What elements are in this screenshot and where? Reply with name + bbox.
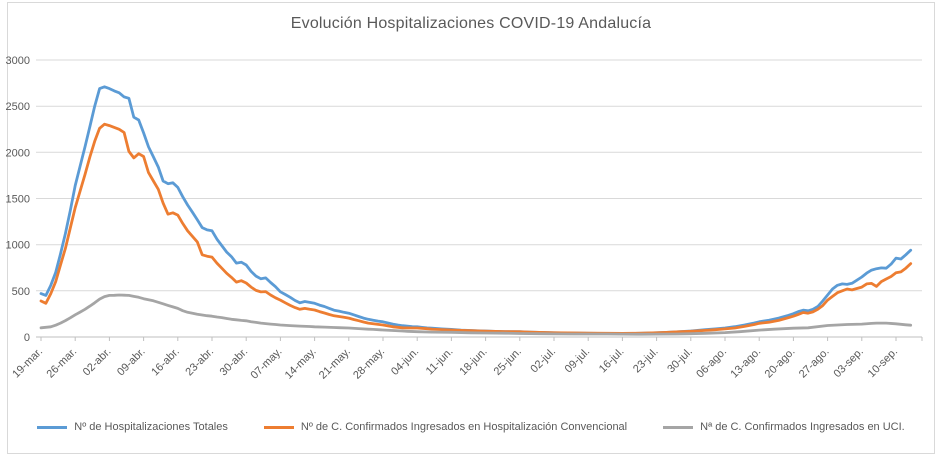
x-tick-label: 26-mar. xyxy=(44,346,79,381)
legend-label: Nª de C. Confirmados Ingresados en UCI. xyxy=(700,421,905,433)
y-tick-label: 500 xyxy=(12,286,30,298)
series-line-0 xyxy=(39,85,913,336)
x-tick-label: 30-jul. xyxy=(665,346,695,376)
legend-line-swatch-gray xyxy=(663,425,694,429)
x-tick-label: 20-ago. xyxy=(763,346,798,381)
x-tick-label: 27-ago. xyxy=(797,346,832,381)
y-tick-label: 3000 xyxy=(6,55,30,67)
x-tick-label: 07-may. xyxy=(249,346,285,382)
x-tick-label: 11-jun. xyxy=(424,346,456,378)
y-tick-label: 1000 xyxy=(6,240,30,252)
chart-legend: Nº de Hospitalizaciones Totales Nº de C.… xyxy=(0,416,942,438)
x-tick-label: 09-jul. xyxy=(563,346,593,376)
x-tick-label: 16-abr. xyxy=(149,346,182,379)
x-tick-label: 09-abr. xyxy=(115,346,148,379)
x-tick-label: 04-jun. xyxy=(389,346,421,378)
x-tick-label: 13-ago. xyxy=(728,346,763,381)
x-tick-label: 14-may. xyxy=(283,346,319,382)
chart-title: Evolución Hospitalizaciones COVID-19 And… xyxy=(290,15,652,32)
x-tick-label: 25-jun. xyxy=(492,346,524,378)
x-tick-label: 02-jul. xyxy=(528,346,558,376)
x-tick-label: 06-ago. xyxy=(694,346,729,381)
y-tick-label: 2000 xyxy=(6,147,30,159)
legend-item-uci: Nª de C. Confirmados Ingresados en UCI. xyxy=(663,421,905,433)
x-tick-label: 28-may. xyxy=(351,346,387,382)
x-tick-label: 16-jul. xyxy=(597,346,627,376)
series-line-1 xyxy=(39,122,913,335)
y-tick-label: 2500 xyxy=(6,101,30,113)
x-tick-label: 02-abr. xyxy=(81,346,114,379)
x-tick-label: 30-abr. xyxy=(218,346,251,379)
x-tick-label: 19-mar. xyxy=(10,346,45,381)
x-tick-label: 10-sep. xyxy=(866,346,900,380)
x-tick-label: 23-jul. xyxy=(631,346,661,376)
y-tick-label: 0 xyxy=(24,332,30,344)
legend-item-hospitalizacion-convencional: Nº de C. Confirmados Ingresados en Hospi… xyxy=(263,421,628,433)
legend-line-swatch-blue xyxy=(37,425,68,429)
x-tick-label: 21-may. xyxy=(317,346,353,382)
x-tick-label: 23-abr. xyxy=(183,346,216,379)
legend-label: Nº de C. Confirmados Ingresados en Hospi… xyxy=(300,421,628,433)
y-tick-label: 1500 xyxy=(6,194,30,206)
series-line-2 xyxy=(39,293,913,336)
legend-label: Nº de Hospitalizaciones Totales xyxy=(74,421,228,433)
x-tick-label: 18-jun. xyxy=(457,346,489,378)
legend-line-swatch-orange xyxy=(263,425,294,429)
x-tick-label: 03-sep. xyxy=(831,346,865,380)
legend-item-hospitalizaciones-totales: Nº de Hospitalizaciones Totales xyxy=(37,421,228,433)
